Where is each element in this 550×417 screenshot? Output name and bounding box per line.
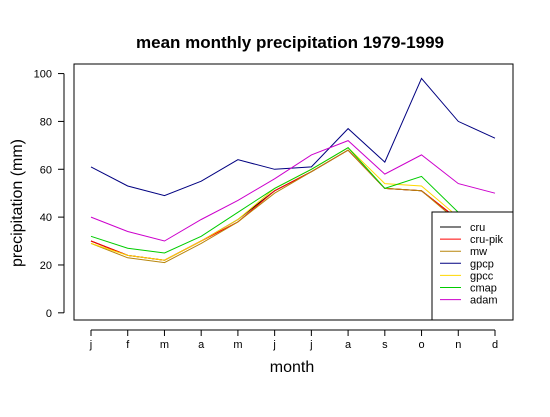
x-tick-label: j bbox=[309, 339, 312, 351]
series-layer bbox=[90, 77, 496, 264]
legend-label-adam: adam bbox=[470, 295, 498, 307]
x-tick-label: n bbox=[455, 339, 461, 351]
legend-label-mw: mw bbox=[470, 246, 487, 258]
x-tick-label: f bbox=[126, 339, 130, 351]
legend-label-gpcp: gpcp bbox=[470, 258, 494, 270]
series-line-cmap bbox=[90, 147, 496, 254]
y-tick-label: 80 bbox=[40, 116, 52, 128]
series-line-mw bbox=[90, 149, 496, 264]
x-tick-label: m bbox=[233, 339, 242, 351]
plot-frame bbox=[73, 63, 514, 321]
x-tick-label: a bbox=[345, 339, 352, 351]
y-axis: 0 20 40 60 80 100 bbox=[34, 69, 65, 320]
x-tick-label: j bbox=[89, 339, 92, 351]
y-tick-label: 100 bbox=[34, 69, 52, 81]
series-line-gpcp bbox=[90, 77, 496, 197]
series-lines bbox=[90, 77, 496, 264]
legend-label-gpcc: gpcc bbox=[470, 270, 494, 282]
series-line-adam bbox=[90, 140, 496, 242]
legend-box bbox=[431, 211, 514, 321]
x-tick-label: a bbox=[198, 339, 205, 351]
x-tick-label: m bbox=[160, 339, 169, 351]
y-tick-label: 40 bbox=[40, 212, 52, 224]
x-tick-label: j bbox=[272, 339, 275, 351]
legend-label-cmap: cmap bbox=[470, 283, 497, 295]
y-tick-label: 0 bbox=[46, 308, 52, 320]
y-tick-label: 60 bbox=[40, 164, 52, 176]
chart-title: mean monthly precipitation 1979-1999 bbox=[136, 33, 444, 52]
x-tick-label: s bbox=[382, 339, 388, 351]
legend-label-cru: cru bbox=[470, 222, 485, 234]
legend-label-cru-pik: cru-pik bbox=[470, 234, 504, 246]
x-axis-title: month bbox=[270, 359, 314, 376]
y-axis-title: precipitation (mm) bbox=[9, 139, 26, 267]
x-tick-label: d bbox=[492, 339, 498, 351]
y-tick-label: 20 bbox=[40, 260, 52, 272]
x-tick-label: o bbox=[418, 339, 424, 351]
